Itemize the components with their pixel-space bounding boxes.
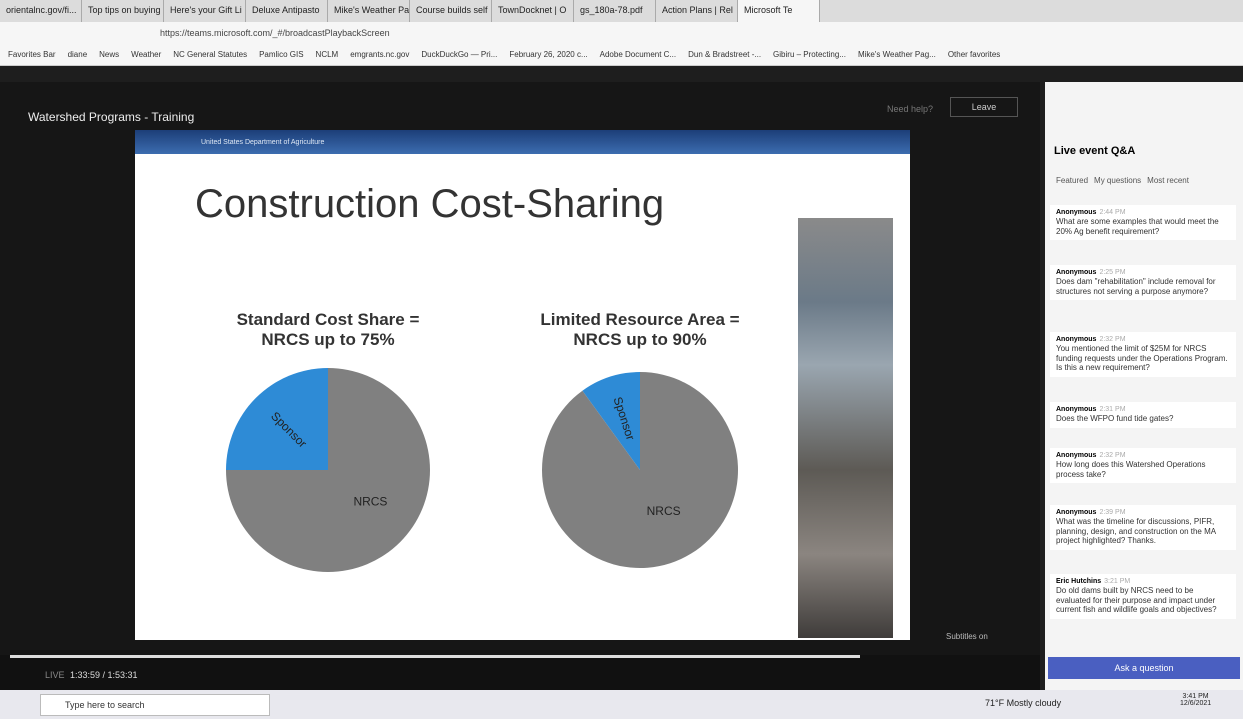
chart-subtitle-line: NRCS up to 75% [178, 330, 478, 350]
qa-tab[interactable]: Most recent [1147, 176, 1189, 185]
progress-bar[interactable] [10, 655, 860, 658]
clock[interactable]: 3:41 PM 12/6/2021 [1180, 693, 1211, 707]
question-time: 3:21 PM [1104, 578, 1130, 585]
chart-title: Limited Resource Area =NRCS up to 90% [490, 310, 790, 350]
slice-label: NRCS [647, 504, 681, 518]
chart-subtitle-line: NRCS up to 90% [490, 330, 790, 350]
question-time: 2:32 PM [1099, 452, 1125, 459]
subtitles-toggle[interactable]: Subtitles on [946, 632, 988, 641]
question-text: What was the timeline for discussions, P… [1056, 517, 1230, 545]
question-text: How long does this Watershed Operations … [1056, 460, 1230, 479]
question-time: 2:39 PM [1099, 509, 1125, 516]
question-text: You mentioned the limit of $25M for NRCS… [1056, 344, 1230, 372]
chart-title: Standard Cost Share =NRCS up to 75% [178, 310, 478, 350]
weather[interactable]: 71°F Mostly cloudy [985, 698, 1061, 708]
question-text: What are some examples that would meet t… [1056, 217, 1230, 236]
clock-date: 12/6/2021 [1180, 700, 1211, 707]
question-time: 2:25 PM [1099, 269, 1125, 276]
qa-tab[interactable]: Featured [1056, 176, 1088, 185]
qa-tab[interactable]: My questions [1094, 176, 1141, 185]
playback-time: 1:33:59 / 1:53:31 [70, 670, 138, 680]
question-time: 2:44 PM [1099, 209, 1125, 216]
slice-label: NRCS [353, 495, 387, 509]
chart-title-line: Limited Resource Area = [490, 310, 790, 330]
question-text: Does the WFPO fund tide gates? [1056, 414, 1230, 423]
live-label: LIVE [45, 670, 65, 680]
qa-tabs: Featured My questions Most recent [1056, 176, 1189, 185]
page: {"browser":{"tabs":["orientalnc.gov/fi..… [0, 0, 1243, 719]
player-bar [0, 655, 1040, 690]
clock-time: 3:41 PM [1180, 693, 1211, 700]
qa-title: Live event Q&A [1054, 145, 1135, 157]
chart-title-line: Standard Cost Share = [178, 310, 478, 330]
question-text: Do old dams built by NRCS need to be eva… [1056, 586, 1230, 614]
question-time: 2:32 PM [1099, 336, 1125, 343]
question-time: 2:31 PM [1099, 406, 1125, 413]
ask-button[interactable]: Ask a question [1048, 657, 1240, 679]
search-box[interactable]: Type here to search [40, 694, 270, 716]
question-text: Does dam "rehabilitation" include remova… [1056, 277, 1230, 296]
